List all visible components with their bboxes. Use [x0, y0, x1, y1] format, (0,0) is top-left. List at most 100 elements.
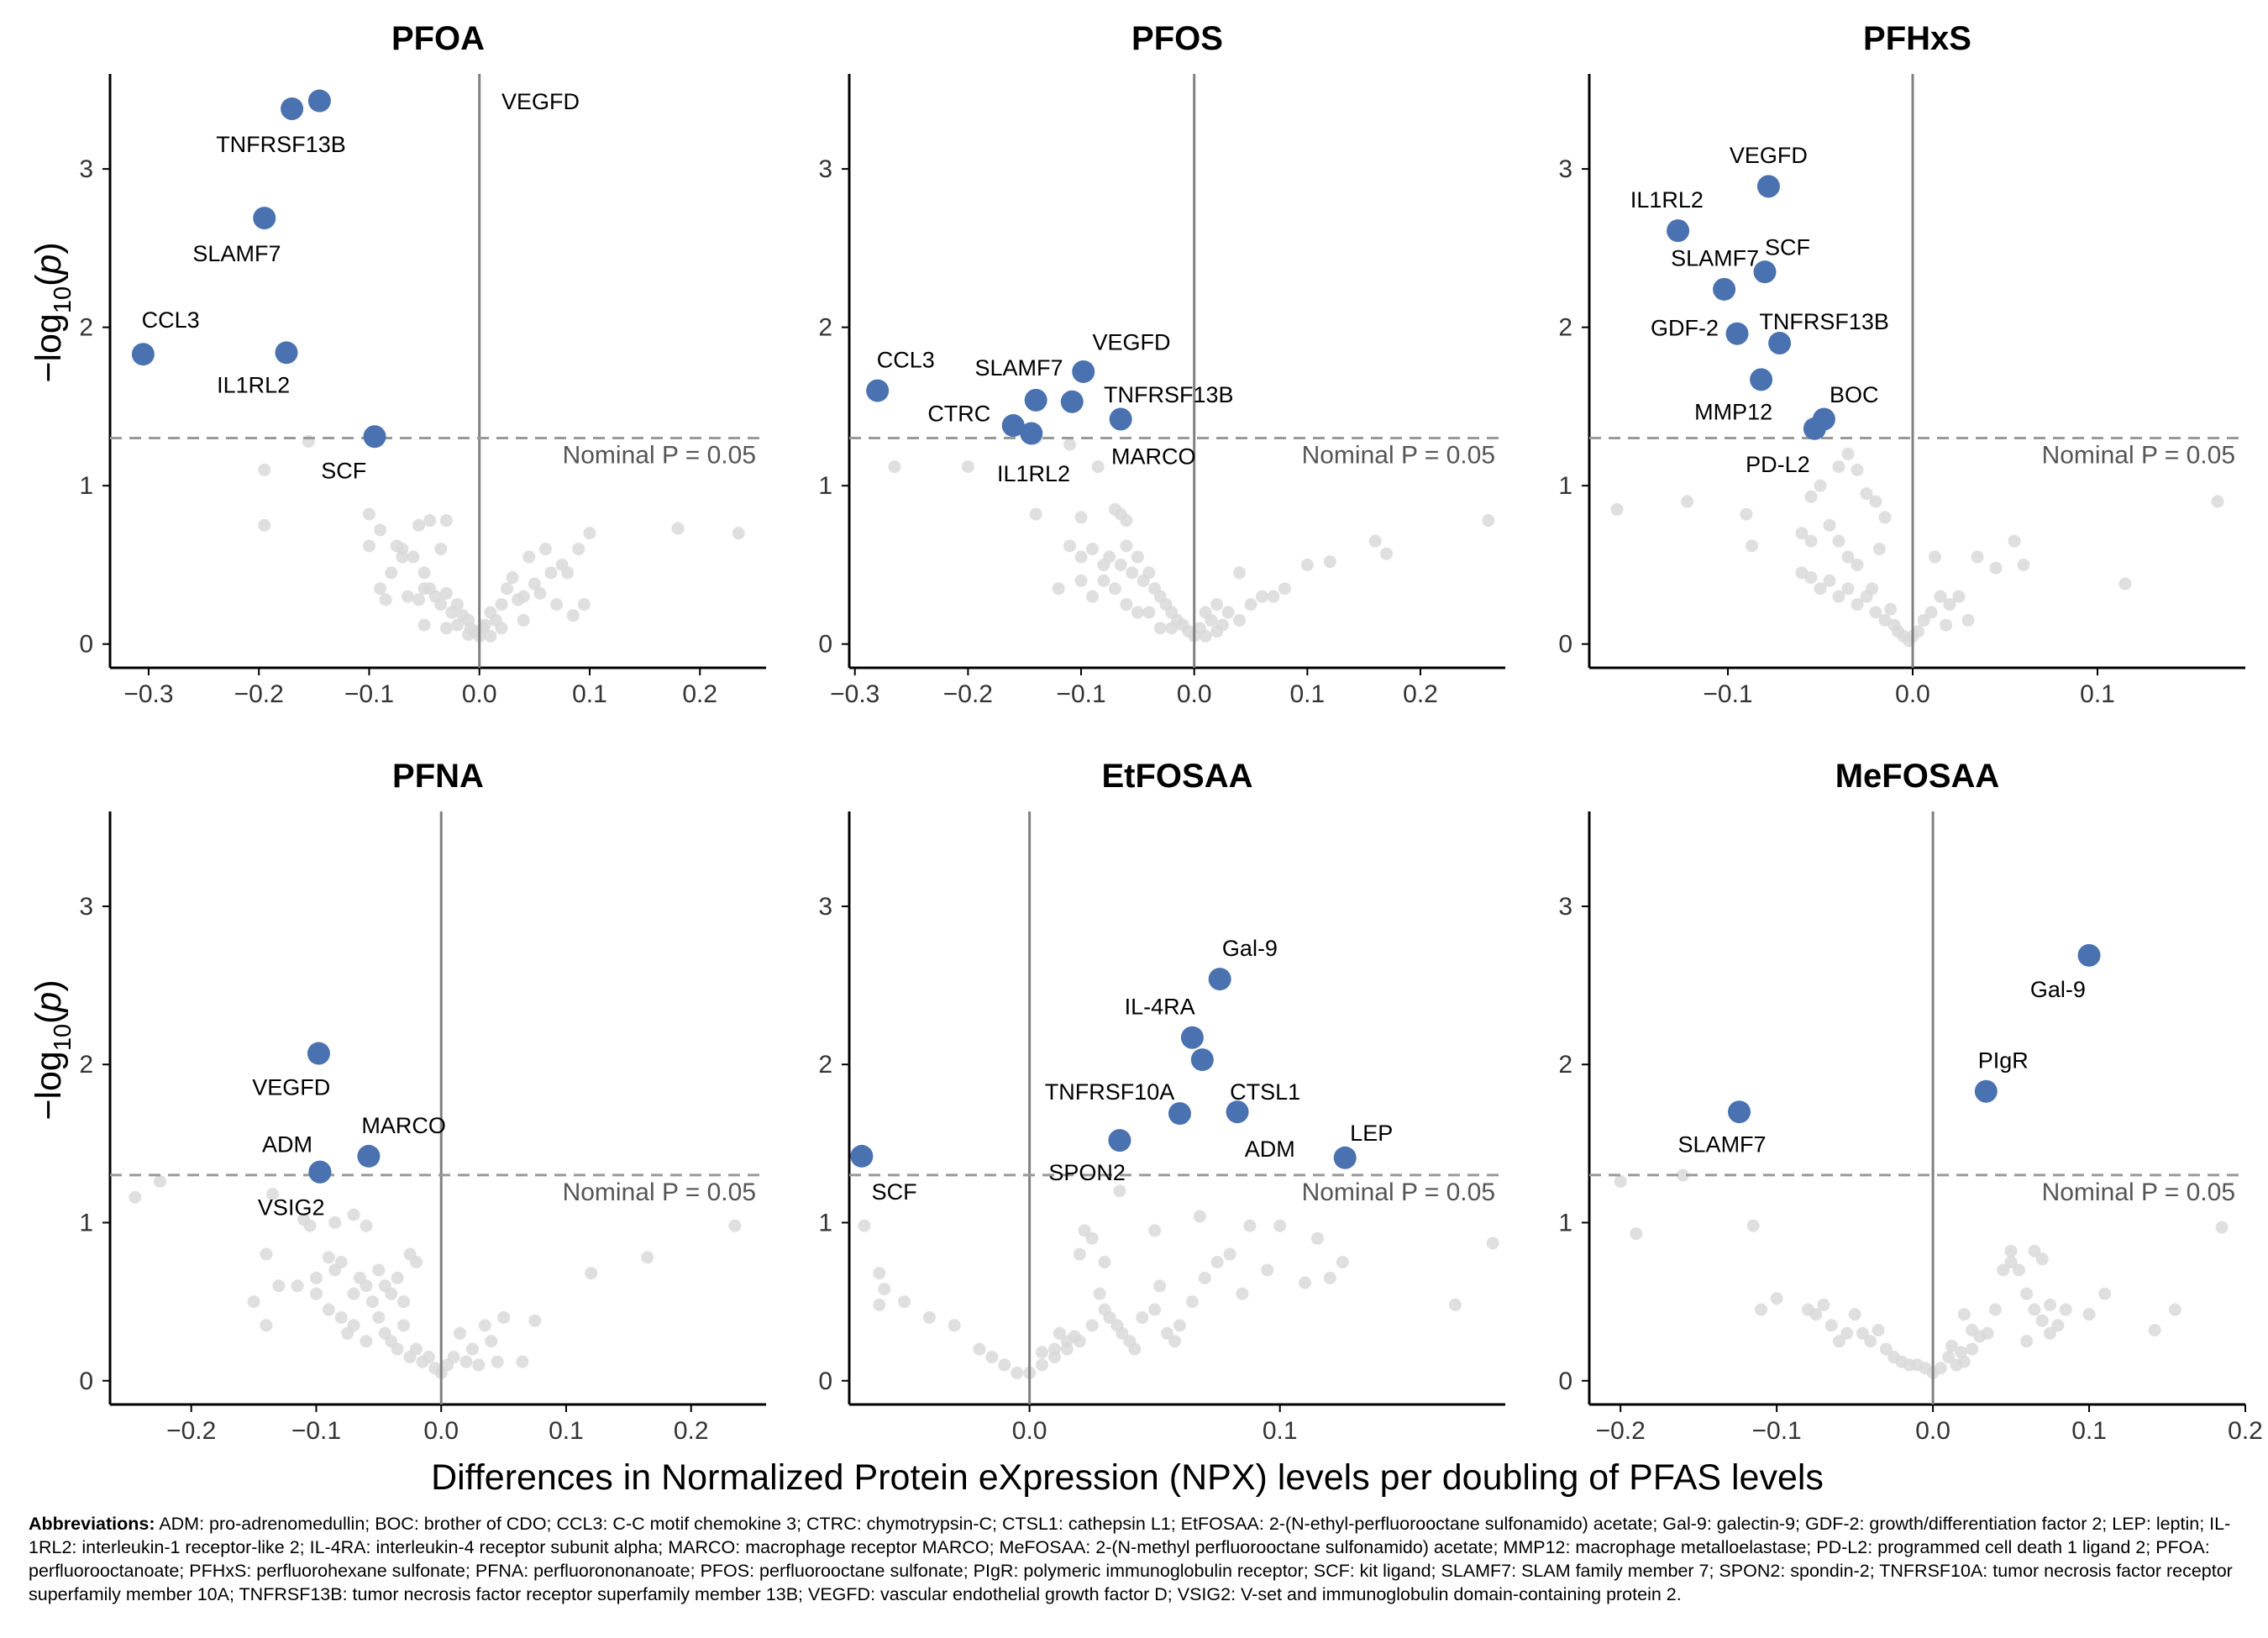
nonsignificant-point — [1063, 539, 1077, 553]
nonsignificant-point — [2035, 1314, 2049, 1327]
nonsignificant-point — [484, 629, 497, 643]
nonsignificant-point — [2017, 558, 2030, 571]
panel-pfhxs: PFHxS 0 1 2 3 −0.1 0.0 0.1 Nominal P = 0.05 VEGFD… — [1558, 20, 2245, 708]
nonsignificant-point — [1120, 539, 1133, 553]
significant-point — [1108, 1129, 1131, 1152]
nonsignificant-point — [334, 1310, 348, 1324]
nonsignificant-point — [1148, 1303, 1162, 1316]
significant-point — [2077, 943, 2101, 967]
nonsignificant-point — [2035, 1252, 2049, 1266]
nonsignificant-point — [1255, 590, 1268, 603]
nonsignificant-point — [1840, 1326, 1854, 1340]
significant-point — [1725, 322, 1749, 345]
nonsignificant-point — [1823, 574, 1836, 587]
nonsignificant-point — [1989, 561, 2003, 575]
nonsignificant-point — [497, 1310, 511, 1324]
nonsignificant-point — [1804, 490, 1818, 503]
significant-point — [850, 1144, 874, 1168]
nonsignificant-point — [1448, 1298, 1462, 1311]
nonsignificant-point — [1223, 1247, 1236, 1261]
nonsignificant-point — [501, 582, 514, 596]
y-tick-label: 1 — [818, 472, 832, 500]
significant-point — [253, 207, 276, 230]
x-tick-label: −0.1 — [1056, 680, 1105, 708]
nonsignificant-point — [1086, 543, 1100, 556]
nonsignificant-point — [322, 1303, 335, 1316]
nonsignificant-point — [1086, 590, 1100, 603]
nonsignificant-point — [1161, 1326, 1174, 1340]
nonsignificant-point — [873, 1267, 886, 1280]
x-tick-label: −0.1 — [1703, 680, 1752, 708]
nonsignificant-point — [2118, 577, 2132, 591]
x-tick-label: 0.1 — [2071, 1417, 2107, 1445]
nonsignificant-point — [1052, 582, 1065, 596]
significant-point — [1072, 360, 1095, 383]
nonsignificant-point — [1860, 487, 1873, 501]
y-tick-label: 0 — [818, 631, 832, 659]
nonsignificant-point — [2004, 1244, 2018, 1257]
nonsignificant-point — [1073, 1247, 1086, 1261]
point-label: TNFRSF13B — [216, 132, 346, 157]
nonsignificant-point — [1814, 479, 1827, 492]
nonsignificant-point — [1114, 558, 1127, 571]
x-tick-label: −0.2 — [1596, 1417, 1646, 1445]
point-label: SCF — [321, 458, 366, 483]
x-tick-label: 0.1 — [549, 1417, 584, 1445]
nonsignificant-point — [873, 1298, 886, 1311]
nonsignificant-point — [360, 1335, 373, 1348]
nonsignificant-point — [1233, 613, 1247, 627]
nonsignificant-point — [454, 1326, 467, 1340]
panel-title: PFOS — [1131, 20, 1223, 57]
nonsignificant-point — [1610, 502, 1624, 516]
nonsignificant-point — [1817, 1298, 1830, 1311]
nonsignificant-point — [1210, 625, 1224, 638]
nonsignificant-point — [439, 514, 453, 528]
nonsignificant-point — [1856, 1326, 1869, 1340]
point-label: SLAMF7 — [1678, 1131, 1767, 1157]
nonsignificant-point — [2211, 495, 2224, 508]
nonsignificant-point — [1841, 582, 1855, 596]
nonsignificant-point — [1300, 558, 1314, 571]
point-label: IL-4RA — [1125, 995, 1195, 1020]
nonsignificant-point — [561, 566, 575, 580]
nonsignificant-point — [1917, 613, 1930, 627]
nonsignificant-point — [1131, 550, 1144, 564]
x-tick-label: 0.0 — [1012, 1417, 1047, 1445]
nonsignificant-point — [577, 598, 591, 612]
significant-point — [1768, 332, 1792, 355]
nonsignificant-point — [322, 1251, 335, 1264]
nonsignificant-point — [2044, 1298, 2057, 1311]
significant-point — [281, 97, 304, 120]
nonsignificant-point — [129, 1190, 142, 1204]
nonsignificant-point — [2148, 1324, 2161, 1337]
nonsignificant-point — [1168, 1335, 1182, 1348]
significant-point — [131, 343, 155, 366]
nonsignificant-point — [1047, 1342, 1061, 1356]
x-tick-label: −0.2 — [234, 680, 284, 708]
point-label: IL1RL2 — [997, 461, 1070, 486]
nonsignificant-point — [1113, 1184, 1126, 1198]
nonsignificant-point — [2012, 1263, 2025, 1277]
panel-mefosaa: MeFOSAA 0 1 2 3 −0.2 −0.1 0.0 0.1 0.2 Nominal P = … — [1558, 758, 2263, 1445]
x-tick-label: 0.0 — [462, 680, 497, 708]
nonsignificant-point — [1210, 1256, 1224, 1269]
y-tick-label: 2 — [1558, 314, 1572, 342]
nonsignificant-point — [1131, 606, 1144, 619]
nonsignificant-point — [258, 518, 271, 532]
threshold-label: Nominal P = 0.05 — [563, 1179, 756, 1206]
nonsignificant-point — [396, 550, 409, 564]
nonsignificant-point — [2059, 1303, 2072, 1316]
panel-pfna: PFNA 0 1 2 3 −0.2 −0.1 0.0 0.1 0.2 Nominal P = 0.0… — [79, 758, 766, 1445]
point-label: TNFRSF13B — [1104, 382, 1234, 407]
point-label: SLAMF7 — [192, 241, 281, 266]
nonsignificant-point — [528, 1314, 542, 1327]
nonsignificant-point — [1486, 1236, 1499, 1250]
point-label: CCL3 — [142, 307, 200, 333]
nonsignificant-point — [372, 1263, 386, 1277]
nonsignificant-point — [328, 1215, 342, 1229]
panel-grid: PFOA 0 1 2 3 −0.3 −0.2 −0.1 0.0 0.1 0.2 Nominal P =… — [79, 20, 2263, 1445]
y-tick-label: 3 — [818, 155, 832, 183]
nonsignificant-point — [1053, 1326, 1066, 1340]
y-tick-label: 1 — [1558, 472, 1572, 500]
nonsignificant-point — [898, 1295, 911, 1309]
